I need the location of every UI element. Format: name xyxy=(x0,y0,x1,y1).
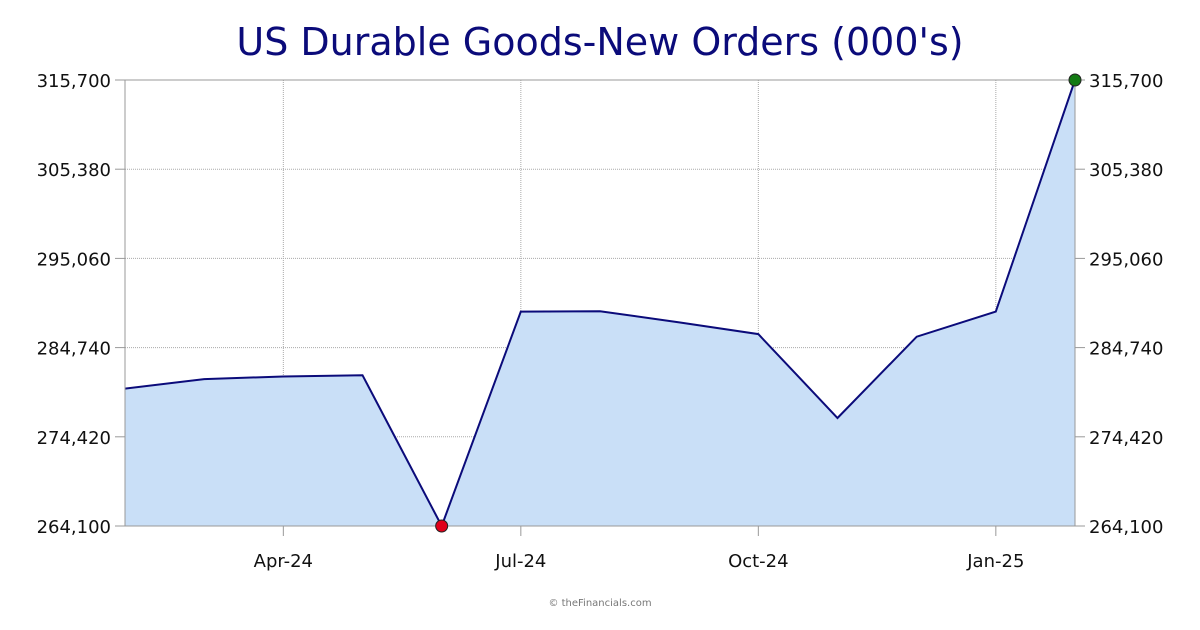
y-tick-label-right: 315,700 xyxy=(1089,71,1163,92)
y-tick-label-right: 305,380 xyxy=(1089,160,1163,181)
series-line xyxy=(124,79,1076,529)
y-tick-label-right: 284,740 xyxy=(1089,339,1163,360)
y-tick-label-left: 264,100 xyxy=(37,517,111,538)
x-tick-label: Oct-24 xyxy=(728,551,789,572)
y-tick-label-right: 274,420 xyxy=(1089,428,1163,449)
axis-ticks: 264,100 264,100 274,420 274,420 284,740 284,7… xyxy=(37,71,1164,572)
x-tick-label: Apr-24 xyxy=(254,551,313,572)
markers xyxy=(435,73,1082,533)
y-tick-label-left: 315,700 xyxy=(37,71,111,92)
y-tick-label-left: 305,380 xyxy=(37,160,111,181)
y-tick-label-left: 274,420 xyxy=(37,428,111,449)
x-tick-label: Jan-25 xyxy=(966,551,1024,572)
max-value-marker xyxy=(1068,73,1082,87)
y-tick-label-right: 295,060 xyxy=(1089,249,1163,270)
y-tick-label-left: 284,740 xyxy=(37,339,111,360)
watermark: © theFinancials.com xyxy=(548,598,652,609)
area-fill xyxy=(125,80,1075,526)
y-tick-label-left: 295,060 xyxy=(37,249,111,270)
x-tick-label: Jul-24 xyxy=(494,551,546,572)
plot-frame xyxy=(124,79,1076,527)
y-tick-label-right: 264,100 xyxy=(1089,517,1163,538)
min-value-marker xyxy=(435,519,449,533)
chart-title: US Durable Goods-New Orders (000's) xyxy=(236,20,964,64)
